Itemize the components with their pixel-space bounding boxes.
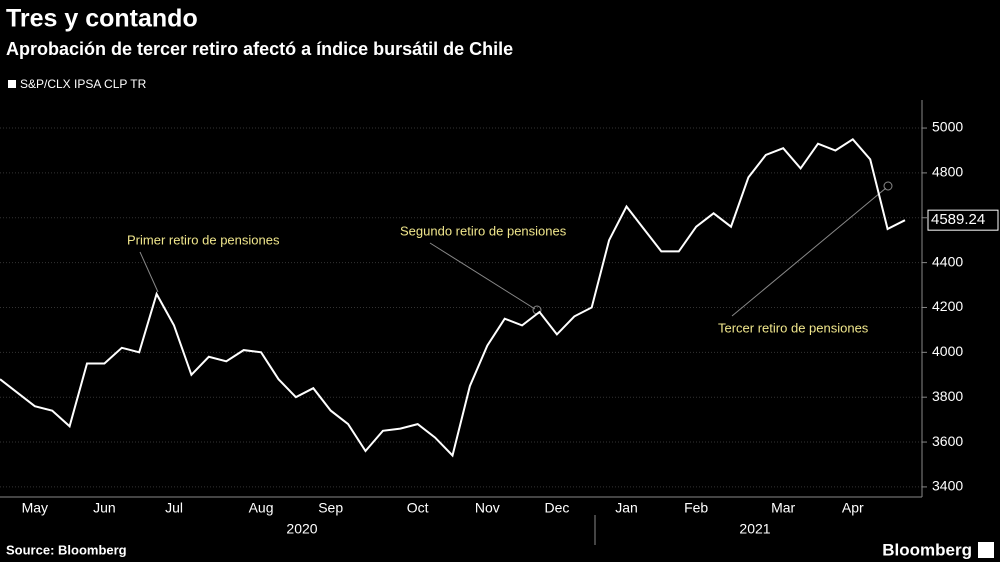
last-value-label: 4589.24 [931, 211, 985, 228]
annotation-line [139, 251, 159, 293]
chart-title: Tres y contando [6, 5, 198, 33]
last-value-box [927, 209, 999, 231]
x-tick-label: Jul [165, 500, 183, 516]
brand: Bloomberg [882, 540, 972, 559]
legend-label: S&P/CLX IPSA CLP TR [20, 77, 147, 91]
x-tick-label: Oct [407, 500, 429, 516]
line [0, 137, 906, 458]
year-label: 2020 [286, 521, 317, 537]
x-tick-label: Nov [475, 500, 500, 516]
chart-subtitle: Aprobación de tercer retiro afectó a índ… [6, 39, 513, 59]
x-tick-label: Jan [615, 500, 638, 516]
x-tick-label: May [22, 500, 48, 516]
source: Source: Bloomberg [6, 542, 127, 557]
year-label: 2021 [739, 521, 770, 537]
annotation-line [731, 187, 887, 317]
x-tick-label: Dec [544, 500, 569, 516]
y-tick-label: 3800 [932, 388, 963, 404]
y-tick-label: 4000 [932, 343, 963, 359]
y-tick-label: 5000 [932, 119, 963, 135]
legend-swatch [8, 80, 16, 88]
y-tick-label: 3400 [932, 478, 963, 494]
y-tick-label: 4200 [932, 298, 963, 314]
annotation-circle [883, 181, 893, 191]
x-tick-label: Jun [93, 500, 116, 516]
brand-icon [978, 542, 994, 558]
annotation: Segundo retiro de pensiones [400, 223, 567, 238]
x-tick-label: Mar [771, 500, 795, 516]
y-tick-label: 4800 [932, 164, 963, 180]
x-tick-label: Sep [318, 500, 343, 516]
x-tick-label: Feb [684, 500, 708, 516]
x-tick-label: Apr [842, 500, 864, 516]
annotation: Tercer retiro de pensiones [718, 320, 869, 335]
x-tick-label: Aug [249, 500, 274, 516]
y-tick-label: 4400 [932, 253, 963, 269]
annotation-line [429, 242, 536, 310]
annotation: Primer retiro de pensiones [127, 232, 280, 247]
y-tick-label: 3600 [932, 433, 963, 449]
